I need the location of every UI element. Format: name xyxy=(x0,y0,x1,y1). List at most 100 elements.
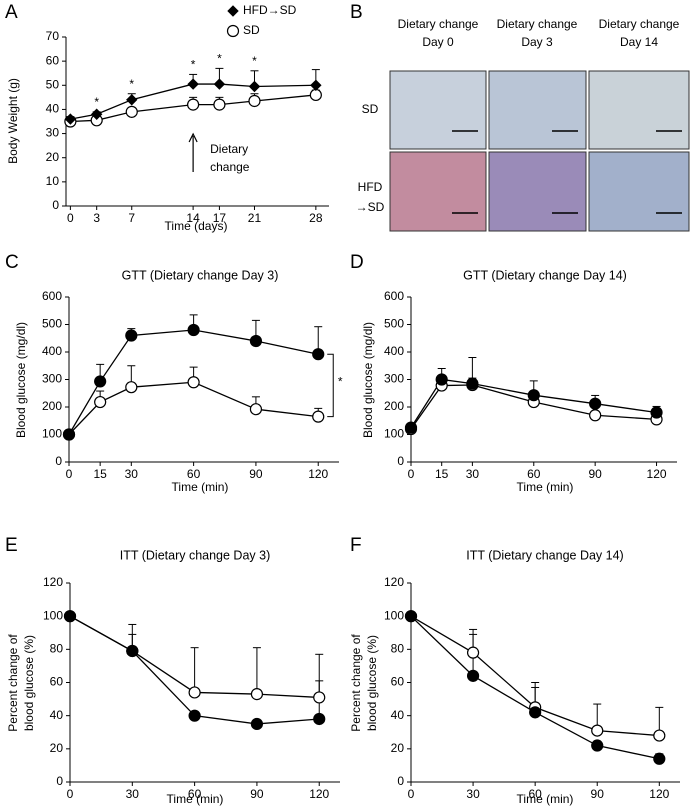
panel-label: C xyxy=(5,252,19,273)
x-tick-label: 120 xyxy=(649,787,669,801)
significance-mark: * xyxy=(191,58,196,72)
column-header: Day 0 xyxy=(422,35,454,49)
x-tick-label: 30 xyxy=(126,787,140,801)
marker xyxy=(653,752,666,765)
x-tick-label: 120 xyxy=(308,467,328,481)
y-tick-label: 100 xyxy=(42,427,62,441)
marker xyxy=(62,428,76,441)
y-tick-label: 20 xyxy=(391,741,405,755)
marker xyxy=(249,403,263,416)
image-hfd-day0 xyxy=(389,151,487,232)
x-tick-label: 60 xyxy=(188,787,202,801)
x-axis-label: Time (min) xyxy=(172,480,229,494)
y-tick-label: 300 xyxy=(384,372,404,386)
y-tick-label: 200 xyxy=(384,399,404,413)
y-tick-label: 60 xyxy=(46,53,60,67)
chart: 0 20 40 60 80 100 120 0 30 60 90 120 ITT (Dietary ch… xyxy=(6,548,340,806)
marker xyxy=(589,397,602,410)
chart: 0 20 40 60 80 100 120 0 30 60 90 120 ITT (Dietary ch… xyxy=(349,548,680,806)
column-header: Day 3 xyxy=(521,35,553,49)
image-hfd-day3 xyxy=(488,151,587,232)
y-tick-label: 400 xyxy=(42,344,62,358)
legend-label: HFD→SD xyxy=(243,3,297,17)
x-tick-label: 120 xyxy=(309,787,329,801)
y-axis-label: blood glucose (%) xyxy=(22,635,36,731)
y-tick-label: 120 xyxy=(43,575,63,589)
y-tick-label: 300 xyxy=(42,372,62,386)
x-tick-label: 15 xyxy=(93,467,107,481)
chart-title: GTT (Dietary change Day 3) xyxy=(122,268,279,282)
marker xyxy=(249,334,263,348)
x-tick-label: 30 xyxy=(466,787,480,801)
x-tick-label: 30 xyxy=(466,467,480,481)
x-tick-label: 60 xyxy=(187,467,201,481)
x-axis-label: Time (min) xyxy=(517,480,574,494)
marker xyxy=(188,686,201,699)
marker xyxy=(125,381,138,394)
row-label: →SD xyxy=(356,200,385,214)
x-tick-label: 17 xyxy=(213,211,227,225)
x-tick-label: 21 xyxy=(248,211,262,225)
marker xyxy=(650,406,663,419)
column-header: Dietary change xyxy=(497,17,578,31)
marker xyxy=(90,108,103,120)
series-line xyxy=(68,381,319,435)
y-tick-label: 40 xyxy=(46,102,60,116)
significance-bracket xyxy=(327,353,334,418)
marker xyxy=(213,78,226,90)
marker xyxy=(312,410,325,423)
histology-images xyxy=(389,70,690,232)
x-tick-label: 90 xyxy=(591,787,605,801)
marker xyxy=(312,348,325,361)
y-tick-label: 200 xyxy=(42,399,62,413)
y-axis-label: Body Weight (g) xyxy=(6,78,20,164)
marker xyxy=(310,79,322,91)
y-tick-label: 100 xyxy=(384,427,404,441)
y-tick-label: 100 xyxy=(384,608,404,622)
row-label: HFD xyxy=(358,180,383,194)
y-tick-label: 40 xyxy=(50,708,64,722)
x-tick-label: 7 xyxy=(128,211,135,225)
x-tick-label: 0 xyxy=(67,211,74,225)
y-tick-label: 0 xyxy=(55,454,62,468)
chart: 0 10 20 30 40 50 60 70 0 3 7 14 17 21 28 Time (days) Bod… xyxy=(6,3,329,233)
x-tick-label: 14 xyxy=(186,211,200,225)
legend-marker xyxy=(227,5,239,17)
marker xyxy=(64,113,77,125)
y-tick-label: 60 xyxy=(391,675,405,689)
y-axis-label: blood glucose (%) xyxy=(365,635,379,731)
marker xyxy=(250,688,264,701)
series-line xyxy=(68,329,319,435)
marker xyxy=(125,329,138,342)
x-tick-label: 90 xyxy=(249,467,263,481)
marker xyxy=(529,706,542,719)
legend-label: SD xyxy=(243,23,260,37)
marker xyxy=(404,610,418,623)
marker xyxy=(94,395,107,409)
marker xyxy=(187,98,200,111)
panel-label: E xyxy=(5,535,18,556)
x-tick-label: 0 xyxy=(67,787,74,801)
column-header: Day 14 xyxy=(620,35,658,49)
x-axis-label: Time (days) xyxy=(165,219,228,233)
marker xyxy=(466,669,480,682)
marker xyxy=(313,712,326,726)
y-tick-label: 40 xyxy=(391,708,405,722)
marker xyxy=(653,729,666,742)
marker xyxy=(94,375,107,388)
marker xyxy=(591,739,604,752)
y-tick-label: 0 xyxy=(397,774,404,788)
panel-label: B xyxy=(350,2,363,23)
significance-mark: * xyxy=(94,95,99,109)
y-tick-label: 600 xyxy=(384,289,404,303)
y-tick-label: 30 xyxy=(46,126,60,140)
x-tick-label: 15 xyxy=(435,467,449,481)
y-axis-label: Blood glucose (mg/dl) xyxy=(14,322,28,438)
image-hfd-day14 xyxy=(588,151,690,232)
x-tick-label: 90 xyxy=(588,467,602,481)
marker xyxy=(466,646,480,659)
panel-label: A xyxy=(5,2,18,23)
marker xyxy=(466,377,479,390)
